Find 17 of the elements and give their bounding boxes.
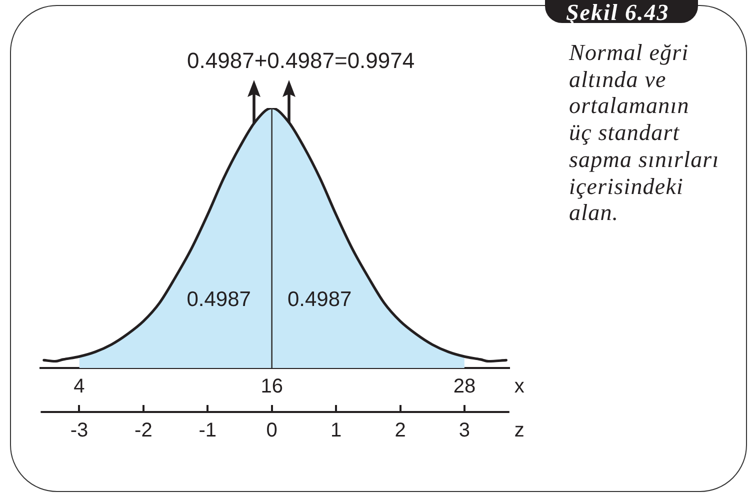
x2-tick-label: 2 (394, 420, 406, 442)
x2-tick-label: -1 (198, 420, 217, 442)
x2-tick-label: -2 (134, 420, 152, 442)
text: Normal eğri altında ve ortalamanın üç standart sapma sınırları içerisindeki alan. (569, 40, 720, 227)
x2-axis-title: z (514, 420, 524, 442)
annotation: 0.4987 (287, 288, 352, 312)
x-tick-label: 28 (453, 376, 476, 398)
x2-tick-label: 0 (266, 420, 278, 442)
text: 0.4987+0.4987=0.9974 (187, 48, 415, 74)
x2-tick-label: -3 (70, 420, 88, 442)
x-tick-label: 4 (74, 376, 85, 398)
text: Şekil 6.43 (566, 0, 670, 25)
x2-tick-label: 1 (330, 420, 342, 442)
x2-tick-label: 3 (458, 420, 470, 442)
x-tick-label: 16 (260, 376, 283, 398)
annotation: 0.4987 (186, 288, 251, 312)
x-axis-title: x (514, 376, 524, 398)
